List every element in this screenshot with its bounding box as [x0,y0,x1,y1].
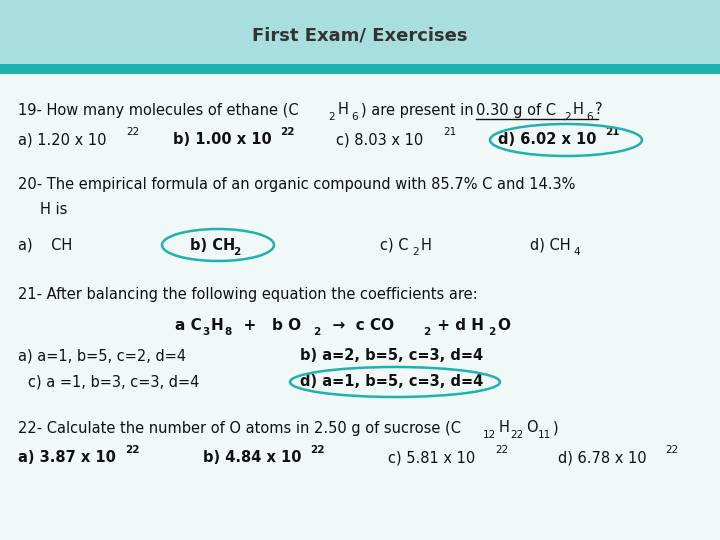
Text: 11: 11 [538,430,552,440]
Text: b) CH: b) CH [190,238,235,253]
Text: ) are present in: ) are present in [361,103,478,118]
Text: First Exam/ Exercises: First Exam/ Exercises [252,26,468,44]
Text: d) CH: d) CH [530,238,571,253]
Text: 2: 2 [423,327,431,337]
Text: H is: H is [40,202,68,218]
Text: 6: 6 [351,112,358,122]
Text: a)    CH: a) CH [18,238,72,253]
Text: c) 8.03 x 10: c) 8.03 x 10 [336,132,423,147]
Text: 20- The empirical formula of an organic compound with 85.7% C and 14.3%: 20- The empirical formula of an organic … [18,177,575,192]
Text: 21: 21 [605,127,619,137]
Text: d) 6.02 x 10: d) 6.02 x 10 [498,132,596,147]
Text: d) a=1, b=5, c=3, d=4: d) a=1, b=5, c=3, d=4 [300,375,483,389]
Text: a) 3.87 x 10: a) 3.87 x 10 [18,450,116,465]
Text: 2: 2 [412,247,418,257]
Text: 2: 2 [564,112,571,122]
Text: a C: a C [175,318,202,333]
Text: 21- After balancing the following equation the coefficients are:: 21- After balancing the following equati… [18,287,477,302]
Text: ?: ? [595,103,603,118]
Text: H: H [499,421,510,435]
Text: H: H [211,318,224,333]
Text: 22: 22 [495,445,508,455]
Text: →  c CO: → c CO [322,318,394,333]
Text: H: H [573,103,584,118]
Text: b) a=2, b=5, c=3, d=4: b) a=2, b=5, c=3, d=4 [300,348,483,363]
Text: a) 1.20 x 10: a) 1.20 x 10 [18,132,107,147]
Text: O: O [526,421,538,435]
Text: a) a=1, b=5, c=2, d=4: a) a=1, b=5, c=2, d=4 [18,348,186,363]
Text: c) 5.81 x 10: c) 5.81 x 10 [388,450,475,465]
Text: 2: 2 [233,247,240,257]
Text: c) a =1, b=3, c=3, d=4: c) a =1, b=3, c=3, d=4 [28,375,199,389]
Text: +   b O: + b O [233,318,301,333]
Text: 22: 22 [125,445,140,455]
Bar [0,0,720,68]
Text: 3: 3 [202,327,210,337]
Text: 22: 22 [280,127,294,137]
Text: 0.30 g of C: 0.30 g of C [476,103,556,118]
Text: H: H [338,103,349,118]
Text: 22: 22 [665,445,678,455]
Text: 22: 22 [126,127,139,137]
Text: O: O [497,318,510,333]
Text: 21: 21 [443,127,456,137]
Text: 22- Calculate the number of O atoms in 2.50 g of sucrose (C: 22- Calculate the number of O atoms in 2… [18,421,461,435]
Text: 22: 22 [310,445,325,455]
Text: 2: 2 [313,327,320,337]
Text: 8: 8 [224,327,231,337]
Text: 4: 4 [573,247,580,257]
Text: b) 1.00 x 10: b) 1.00 x 10 [173,132,271,147]
Bar [0,64,720,74]
Text: H: H [421,238,432,253]
Text: 2: 2 [328,112,335,122]
Text: 6: 6 [586,112,593,122]
Text: c) C: c) C [380,238,408,253]
Text: 19- How many molecules of ethane (C: 19- How many molecules of ethane (C [18,103,299,118]
Text: 22: 22 [510,430,523,440]
Text: + d H: + d H [432,318,484,333]
Text: ): ) [553,421,559,435]
Text: d) 6.78 x 10: d) 6.78 x 10 [558,450,647,465]
Text: 2: 2 [488,327,495,337]
Text: b) 4.84 x 10: b) 4.84 x 10 [203,450,302,465]
Text: 12: 12 [483,430,496,440]
